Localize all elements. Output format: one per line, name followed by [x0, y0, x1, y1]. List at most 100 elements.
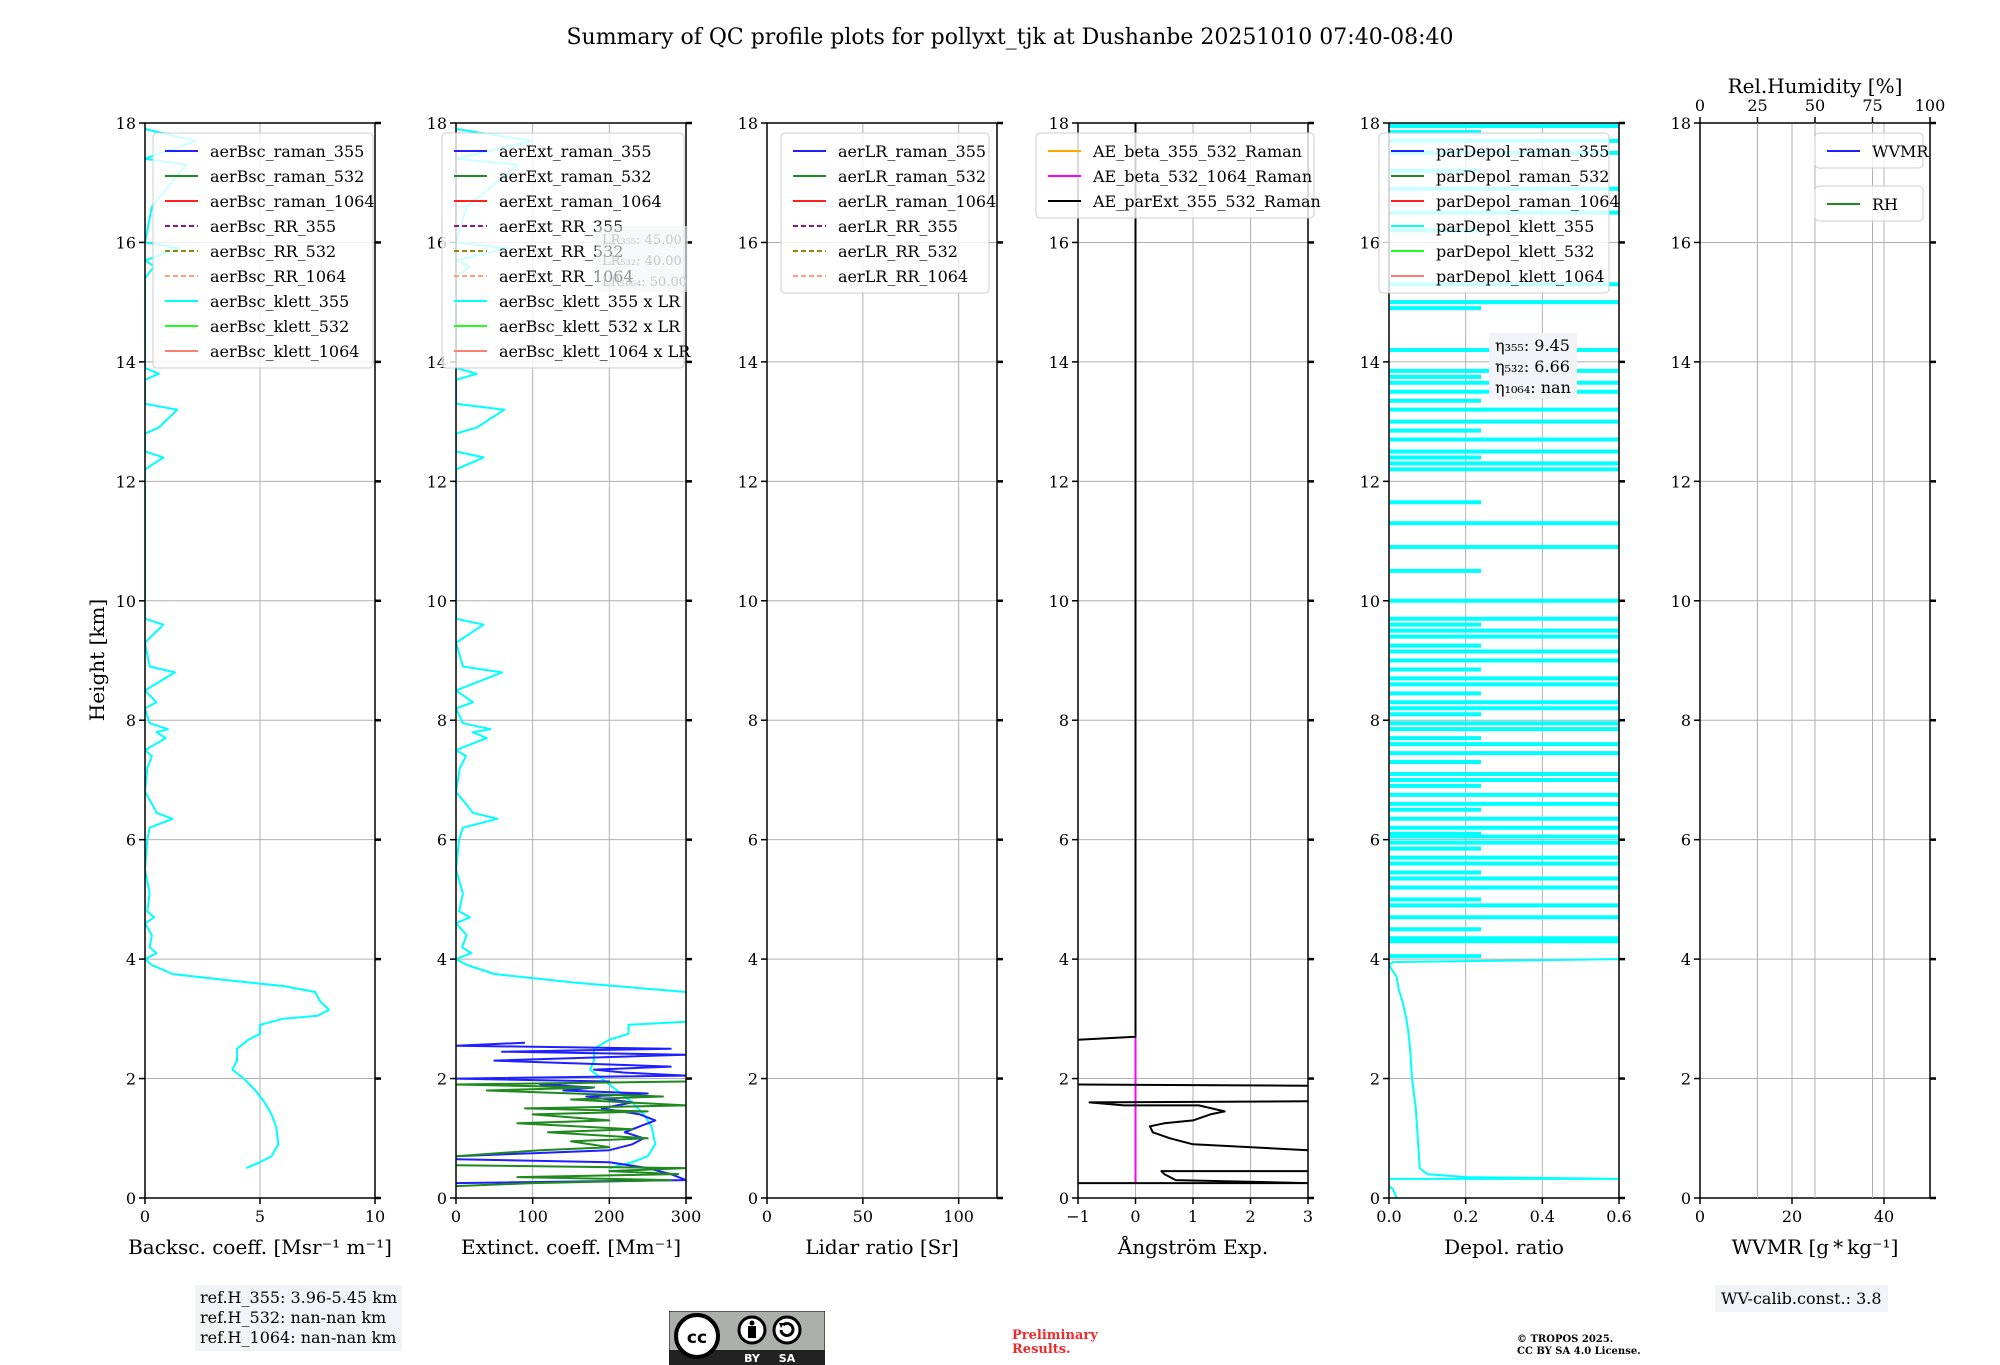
annotation-line: η₃₅₅: 9.45: [1495, 336, 1570, 355]
x-tick-label: 0: [1695, 1207, 1705, 1226]
copyright-line-2: CC BY SA 4.0 License.: [1517, 1346, 1641, 1357]
y-tick-label: 14: [738, 353, 758, 372]
y-tick-label: 16: [738, 233, 758, 252]
legend-entry: aerExt_raman_1064: [499, 192, 662, 211]
x-tick-label: 5: [255, 1207, 265, 1226]
legend-entry: aerBsc_RR_355: [210, 217, 336, 236]
legend-entry: aerLR_RR_532: [838, 242, 958, 261]
x-axis-label: WVMR [g * kg⁻¹]: [1732, 1235, 1899, 1259]
y-tick-label: 18: [116, 114, 136, 133]
y-tick-label: 4: [126, 950, 136, 969]
x-tick-label: 0.0: [1376, 1207, 1401, 1226]
y-tick-label: 12: [116, 472, 136, 491]
lidar-ratio-annotation: LR₃₅₅: 45.00 LR₅₃₂: 40.00 LR₁₀₆₄: 50.00: [596, 226, 688, 292]
legend-entry: RH: [1872, 195, 1898, 214]
panel-wvmr: 0 20 40 0 2 4 6 8 10 12 14 16 18 WVMR [g * kg⁻¹] 0 25 50…: [1671, 74, 1946, 1259]
y-tick-label: 0: [437, 1189, 447, 1208]
y-tick-label: 8: [748, 711, 758, 730]
y-tick-label: 8: [437, 711, 447, 730]
axes-frame: [455, 122, 687, 1199]
legend: aerLR_raman_355 aerLR_raman_532 aerLR_rama…: [780, 132, 996, 294]
y-tick-label: 0: [1681, 1189, 1691, 1208]
y-tick-label: 16: [1671, 233, 1691, 252]
legend-entry: AE_parExt_355_532_Raman: [1092, 192, 1321, 211]
x-tick-label: 2: [1245, 1207, 1255, 1226]
legend-entry: aerExt_RR_532: [499, 242, 623, 261]
y-tick-label: 10: [116, 592, 136, 611]
legend-entry: aerBsc_klett_1064: [210, 342, 359, 361]
legend-entry: aerLR_raman_1064: [838, 192, 996, 211]
legend-entry: parDepol_klett_1064: [1436, 267, 1605, 286]
x-tick-label: 1: [1188, 1207, 1198, 1226]
y-tick-label: 6: [1370, 831, 1380, 850]
legend-entry: aerBsc_klett_532 x LR: [499, 317, 681, 336]
cc-icon: cc: [674, 1313, 720, 1359]
y-tick-label: 10: [1360, 592, 1380, 611]
x-tick-label: 100: [517, 1207, 548, 1226]
annotation-line: LR₁₀₆₄: 50.00: [602, 275, 687, 290]
legend-entry: aerExt_RR_355: [499, 217, 623, 236]
x-tick-label: 0.2: [1453, 1207, 1478, 1226]
y-axis-label: Height [km]: [85, 599, 109, 721]
badge-by-label: BY: [744, 1352, 761, 1365]
y-tick-label: 14: [1049, 353, 1069, 372]
annotation-box: [1489, 333, 1577, 399]
legend-entry: parDepol_raman_532: [1436, 167, 1609, 186]
legend-frame: [1035, 132, 1315, 219]
top-x-tick-label: 50: [1805, 96, 1825, 115]
legend-entry: aerLR_raman_355: [838, 142, 986, 161]
ref-height-355: ref.H_355: 3.96-5.45 km: [200, 1288, 398, 1307]
series-parDepol_klett_355: [1389, 958, 1619, 1198]
y-tick-label: 4: [437, 950, 447, 969]
svg-text:cc: cc: [687, 1328, 707, 1348]
y-tick-label: 18: [738, 114, 758, 133]
legend-entry: parDepol_raman_355: [1436, 142, 1609, 161]
y-tick-label: 8: [1681, 711, 1691, 730]
y-tick-label: 8: [126, 711, 136, 730]
y-tick-label: 2: [748, 1070, 758, 1089]
x-tick-label: 0: [1130, 1207, 1140, 1226]
preliminary-results-note: Preliminary Results.: [1012, 1329, 1098, 1357]
top-x-tick-label: 75: [1862, 96, 1882, 115]
y-tick-label: 18: [1049, 114, 1069, 133]
copyright-line-1: © TROPOS 2025.: [1517, 1334, 1614, 1345]
x-tick-label: 10: [365, 1207, 385, 1226]
x-tick-label: 300: [671, 1207, 702, 1226]
series-aerExt_raman_532: [456, 1080, 686, 1188]
legend-entry: aerExt_raman_532: [499, 167, 652, 186]
legend: AE_beta_355_532_Raman AE_beta_532_1064_Ra…: [1035, 132, 1321, 219]
y-tick-label: 14: [1360, 353, 1380, 372]
legend-frame: [1378, 132, 1610, 294]
x-axis-label: Backsc. coeff. [Msr⁻¹ m⁻¹]: [128, 1235, 392, 1259]
legend-entry: parDepol_klett_355: [1436, 217, 1594, 236]
top-x-tick-label: 25: [1747, 96, 1767, 115]
x-tick-label: 200: [594, 1207, 625, 1226]
x-tick-label: 20: [1782, 1207, 1802, 1226]
legend-entry: aerBsc_klett_355 x LR: [499, 292, 681, 311]
y-tick-label: 10: [427, 592, 447, 611]
annotation-line: LR₃₅₅: 45.00: [602, 233, 682, 248]
x-tick-label: −1: [1066, 1207, 1090, 1226]
y-tick-label: 0: [1370, 1189, 1380, 1208]
y-tick-label: 6: [437, 831, 447, 850]
top-x-tick-label: 0: [1695, 96, 1705, 115]
axes-frame: [1388, 122, 1620, 1199]
y-tick-label: 2: [1681, 1070, 1691, 1089]
panel-lidar_ratio: 0 50 100 0 2 4 6 8 10 12 14 16 18 Lidar ratio [Sr] aer…: [738, 114, 1003, 1259]
y-tick-label: 18: [1360, 114, 1380, 133]
y-tick-label: 2: [437, 1070, 447, 1089]
x-tick-label: 40: [1874, 1207, 1894, 1226]
y-tick-label: 0: [748, 1189, 758, 1208]
legend-entry: aerBsc_RR_1064: [210, 267, 346, 286]
x-tick-label: 0.4: [1530, 1207, 1555, 1226]
legend-entry: aerBsc_RR_532: [210, 242, 336, 261]
legend-entry: AE_beta_532_1064_Raman: [1092, 167, 1312, 186]
legend-frame: [1814, 132, 1924, 169]
y-tick-label: 2: [1370, 1070, 1380, 1089]
legend-entry: aerLR_RR_1064: [838, 267, 968, 286]
legend-entry: aerExt_raman_355: [499, 142, 652, 161]
series-AE_parExt_355_532_Raman: [1078, 123, 1308, 1185]
x-tick-label: 3: [1303, 1207, 1313, 1226]
